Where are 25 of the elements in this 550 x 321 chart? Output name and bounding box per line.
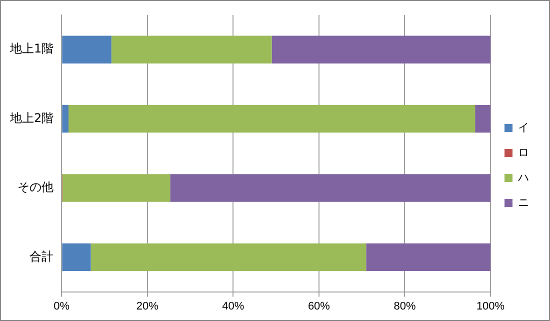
x-tick-label: 80% bbox=[394, 300, 416, 312]
bar bbox=[62, 36, 112, 64]
x-tick-label: 40% bbox=[222, 300, 244, 312]
x-tick-label: 100% bbox=[476, 300, 505, 312]
bar bbox=[111, 36, 272, 64]
x-tick-label: 60% bbox=[308, 300, 330, 312]
x-tick-label: 0% bbox=[54, 300, 70, 312]
bar bbox=[90, 243, 366, 272]
legend-label: ニ bbox=[518, 196, 529, 209]
bar bbox=[475, 104, 490, 133]
y-tick-label: その他 bbox=[18, 180, 54, 194]
legend-label: イ bbox=[518, 120, 529, 134]
bar bbox=[170, 174, 490, 202]
y-tick-label: 地上2階 bbox=[8, 110, 54, 125]
bar bbox=[62, 174, 170, 202]
x-tick-label: 20% bbox=[136, 300, 159, 312]
bar bbox=[366, 243, 490, 272]
y-tick-label: 合計 bbox=[30, 249, 54, 264]
bar bbox=[68, 104, 476, 133]
legend-label: ハ bbox=[517, 170, 529, 184]
legend-label: ロ bbox=[518, 146, 529, 159]
y-tick-label: 地上1階 bbox=[8, 42, 54, 56]
bar bbox=[272, 36, 490, 64]
bar bbox=[62, 104, 68, 133]
bar bbox=[62, 243, 91, 272]
